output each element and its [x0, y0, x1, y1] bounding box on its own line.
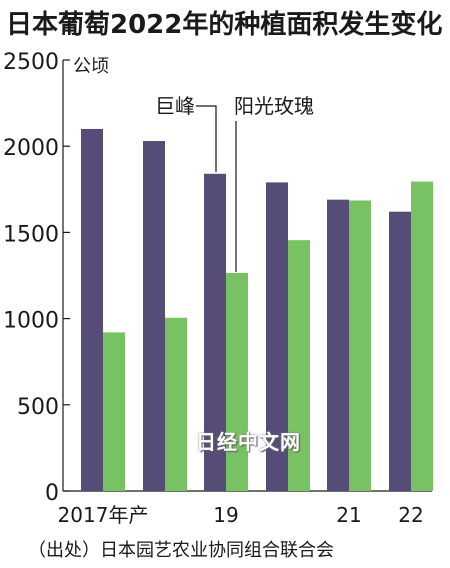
- y-axis: 0 500 1000 1500 2000 2500 公顷: [3, 50, 432, 506]
- x-tick-label: 19: [213, 503, 238, 527]
- bar-kyoho-1: [143, 141, 165, 491]
- y-axis-unit: 公顷: [73, 56, 109, 77]
- legend-leader-kyoho: [196, 105, 217, 172]
- bar-shine-muscat-5: [411, 181, 433, 492]
- x-tick-label: 2017年产: [58, 503, 149, 527]
- watermark: 日经中文网: [196, 430, 301, 454]
- bar-shine-muscat-1: [165, 317, 187, 491]
- y-tick-label: 500: [17, 395, 59, 420]
- bar-kyoho-2: [204, 173, 226, 491]
- bar-shine-muscat-4: [349, 200, 371, 492]
- bar-kyoho-0: [81, 128, 103, 491]
- legend-label-kyoho: 巨峰: [155, 94, 195, 118]
- y-tick-label: 2500: [3, 50, 59, 75]
- y-tick-label: 2000: [3, 136, 59, 161]
- y-tick-label: 1000: [3, 309, 59, 334]
- bar-kyoho-5: [389, 211, 411, 491]
- x-axis-labels: 2017年产 19 21 22: [58, 503, 424, 527]
- bar-shine-muscat-0: [103, 332, 125, 491]
- bars: [81, 128, 433, 492]
- x-tick-label: 22: [398, 503, 423, 527]
- chart-title: 日本葡萄2022年的种植面积发生变化: [6, 10, 443, 40]
- y-tick-label: 1500: [3, 222, 59, 247]
- bar-kyoho-3: [266, 182, 288, 492]
- legend-callouts: 巨峰 阳光玫瑰: [155, 94, 314, 272]
- bar-shine-muscat-2: [226, 272, 248, 491]
- bar-shine-muscat-3: [288, 240, 310, 491]
- source-note: （出处）日本园艺农业协同组合联合会: [28, 540, 334, 561]
- bar-kyoho-4: [327, 199, 349, 492]
- legend-label-shine-muscat: 阳光玫瑰: [234, 94, 314, 118]
- x-tick-label: 21: [336, 503, 361, 527]
- y-tick-label: 0: [45, 481, 59, 506]
